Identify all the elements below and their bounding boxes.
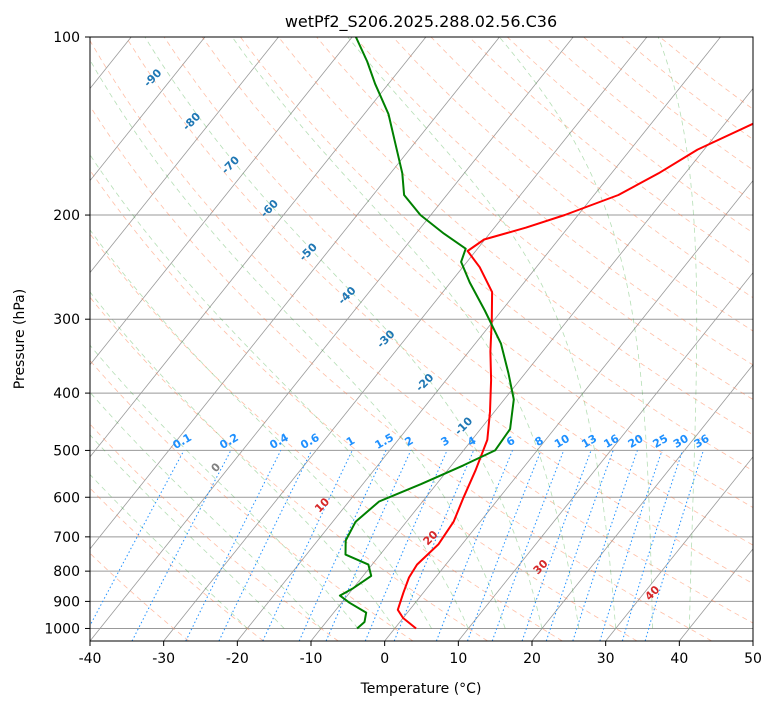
moist-adiabat-30	[347, 37, 617, 629]
mixing-ratio-line-30	[621, 450, 684, 641]
isotherm--30	[163, 37, 648, 641]
x-axis: -40 -30 -20 -10 0 10 20 30 40 50	[79, 641, 762, 667]
x-tick-label: 40	[670, 651, 688, 667]
moist-adiabat-35	[499, 37, 653, 629]
chart-title: wetPf2_S206.2025.288.02.56.C36	[285, 12, 557, 32]
mixing-ratio-line-36	[644, 450, 704, 641]
moist-adiabat--15	[90, 434, 285, 629]
dry-adiabat-70	[163, 37, 753, 546]
mixing-ratio-line-6	[435, 450, 513, 641]
y-tick-label: 1000	[44, 621, 80, 637]
y-axis: 1000 900 800 700 600 500 400 300 200 100	[44, 30, 90, 637]
mixing-ratio-line-3	[364, 450, 448, 641]
y-tick-label: 700	[53, 530, 80, 546]
x-tick-label: 20	[523, 651, 541, 667]
isotherm--60	[90, 37, 427, 458]
temperature-profile-line	[396, 122, 753, 630]
moist-adiabat-25	[231, 37, 580, 629]
isotherm-0	[384, 179, 753, 641]
dry-adiabat--10	[90, 423, 339, 641]
isotherm--40	[90, 37, 574, 641]
dry-adiabat--30	[90, 552, 190, 641]
x-tick-label: 50	[744, 651, 762, 667]
dry-adiabat-100	[278, 37, 753, 436]
isotherm--80	[90, 37, 279, 274]
dry-adiabat-40	[90, 105, 712, 641]
dry-adiabat-80	[201, 37, 753, 509]
mixing-ratio-line-0.4	[185, 450, 282, 641]
dry-adiabat-10	[90, 296, 488, 641]
profile-series	[338, 37, 753, 630]
moist-adiabat-10	[90, 154, 469, 629]
dry-adiabat-0	[90, 359, 414, 641]
mixing-ratio-line-13	[521, 450, 592, 641]
dry-adiabat-50	[90, 39, 753, 624]
x-tick-label: -30	[152, 651, 175, 667]
y-tick-label: 300	[53, 312, 80, 328]
mixing-ratio-line-16	[545, 450, 614, 641]
dry-adiabat--20	[90, 487, 264, 641]
x-tick-label: -10	[300, 651, 323, 667]
isotherm--50	[90, 37, 500, 550]
y-tick-label: 900	[53, 594, 80, 610]
isotherm-10	[457, 271, 753, 641]
y-tick-label: 200	[53, 208, 80, 224]
y-tick-label: 600	[53, 490, 80, 506]
mixing-ratio-line-2	[325, 450, 412, 641]
x-tick-label: 30	[597, 651, 615, 667]
x-tick-label: 10	[449, 651, 467, 667]
moist-adiabat--10	[90, 391, 322, 629]
x-tick-label: -20	[226, 651, 249, 667]
y-axis-title: Pressure (hPa)	[12, 289, 28, 389]
dewpoint-profile-line	[338, 37, 515, 630]
moist-adiabat-20	[144, 37, 543, 629]
isotherm--20	[236, 37, 721, 641]
moist-adiabat-40	[657, 37, 698, 629]
dry-adiabat-20	[90, 233, 563, 641]
mixing-ratio-line-8	[467, 450, 542, 641]
x-tick-label: 0	[380, 651, 389, 667]
plot-background-lines	[90, 37, 753, 641]
mixing-ratio-line-25	[599, 450, 663, 641]
isotherm-30	[605, 456, 753, 641]
x-tick-label: -40	[79, 651, 102, 667]
x-axis-title: Temperature (°C)	[360, 681, 482, 697]
y-tick-label: 100	[53, 30, 80, 46]
isotherm-20	[531, 364, 753, 641]
mixing-ratio-line-0.1	[90, 450, 185, 627]
dry-adiabat-110	[316, 37, 753, 400]
y-tick-label: 400	[53, 386, 80, 402]
dry-adiabat-30	[90, 169, 638, 641]
y-tick-label: 500	[53, 443, 80, 459]
mixing-ratio-line-20	[572, 450, 638, 641]
moist-adiabat--5	[90, 344, 359, 629]
isotherm--70	[90, 37, 353, 366]
plot-frame	[89, 36, 754, 642]
y-tick-label: 800	[53, 564, 80, 580]
mixing-ratio-line-10	[491, 450, 565, 641]
isotherm--90	[90, 37, 206, 182]
dry-adiabat-130	[392, 37, 753, 332]
moist-adiabat-15	[90, 59, 506, 629]
